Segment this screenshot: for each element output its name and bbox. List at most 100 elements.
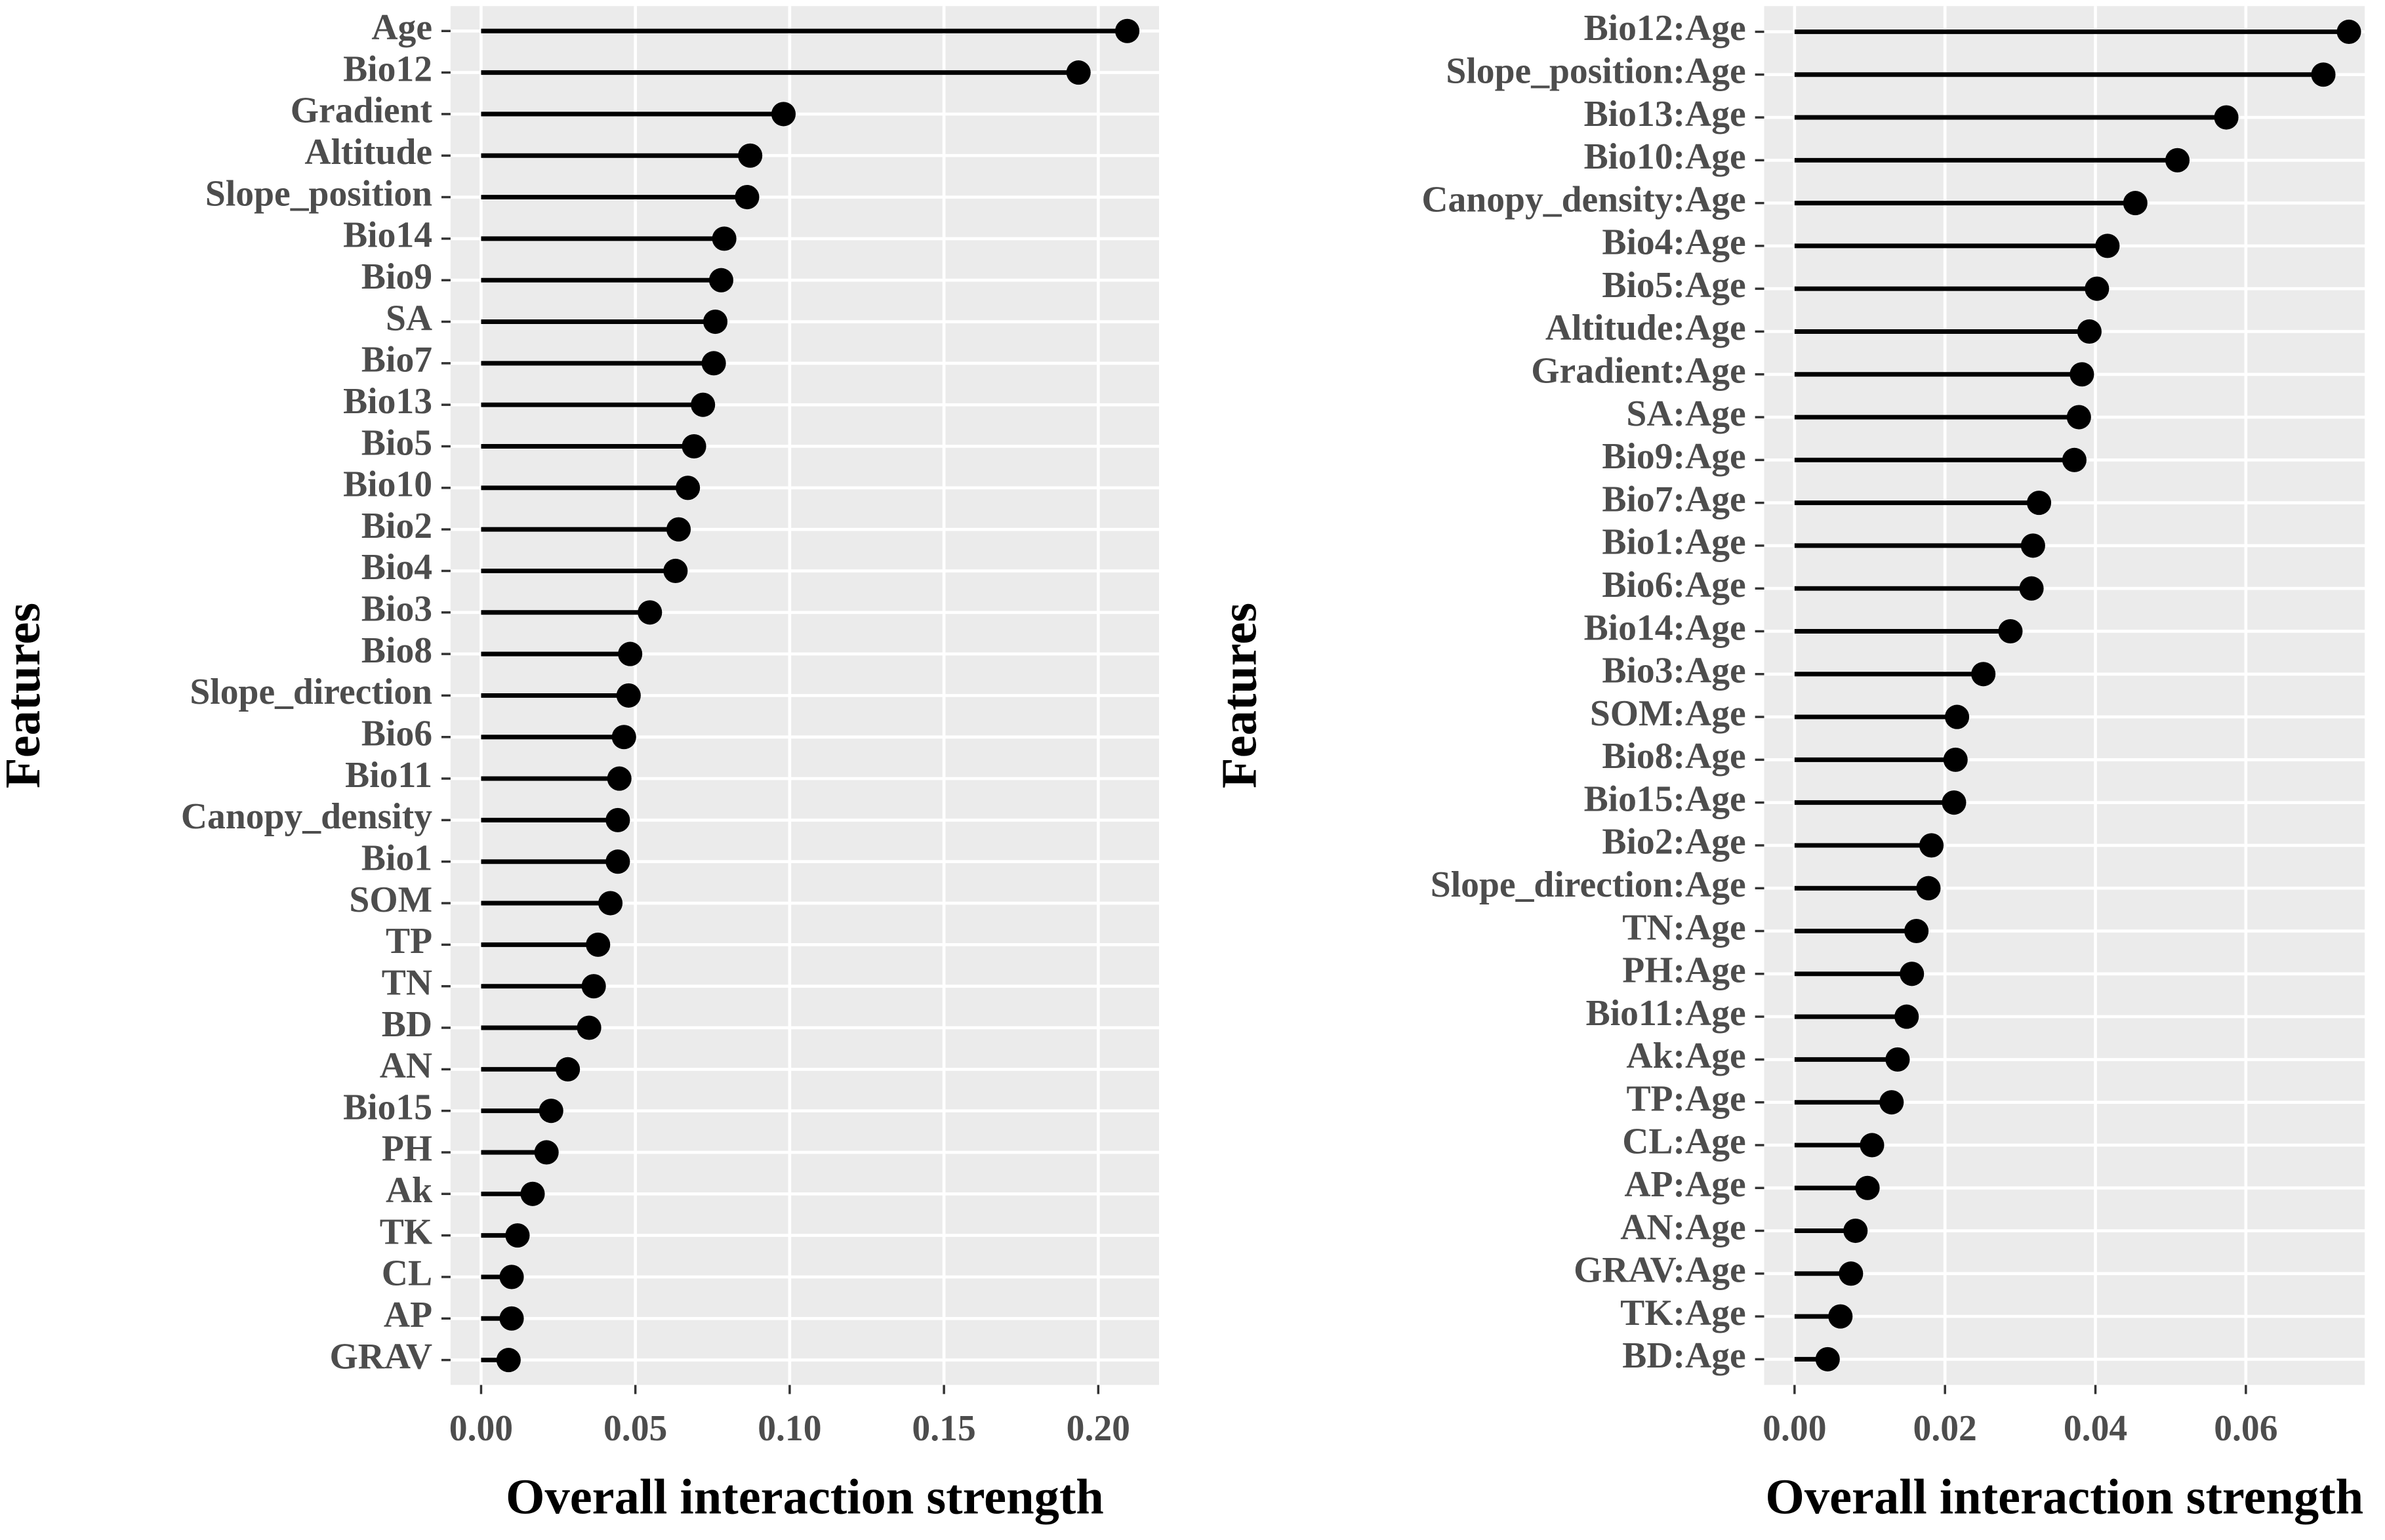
y-tick-label: Bio6:Age: [1602, 565, 1745, 605]
dot: [1904, 918, 1929, 944]
y-tick-label: Bio5: [361, 422, 432, 463]
dot: [2311, 62, 2336, 87]
dot: [712, 226, 737, 251]
dot: [1815, 1347, 1840, 1371]
y-tick-label: Bio8: [361, 630, 432, 671]
dot: [735, 185, 760, 210]
y-tick-label: TP:Age: [1626, 1078, 1745, 1119]
y-tick-label: Ak: [386, 1170, 432, 1211]
y-tick-label: Bio5:Age: [1602, 265, 1745, 306]
dot: [2069, 362, 2094, 387]
y-tick-label: Bio13:Age: [1584, 94, 1746, 134]
y-tick-label: Bio1: [361, 838, 432, 878]
y-tick-label: TN: [382, 962, 432, 1003]
y-tick-label: Bio7:Age: [1602, 479, 1745, 519]
y-tick-label: Bio10:Age: [1584, 136, 1746, 177]
y-tick-label: Bio1:Age: [1602, 522, 1745, 563]
dot: [2214, 105, 2239, 130]
dot: [2020, 533, 2045, 558]
y-tick-label: Bio4:Age: [1602, 222, 1745, 263]
y-tick-label: Altitude: [304, 132, 432, 172]
y-tick-label: Bio8:Age: [1602, 736, 1745, 777]
dot: [586, 932, 611, 957]
y-tick-label: Bio9:Age: [1602, 436, 1745, 477]
dot: [1839, 1261, 1864, 1286]
y-axis-title: Features: [1211, 603, 1267, 788]
y-tick-label: Bio14:Age: [1584, 607, 1746, 648]
dot: [534, 1140, 559, 1165]
dot: [1900, 962, 1925, 986]
dot: [2066, 405, 2091, 430]
y-tick-label: TN:Age: [1622, 907, 1745, 948]
y-tick-label: Slope_position:Age: [1446, 51, 1745, 91]
y-tick-label: Bio11: [345, 755, 432, 796]
dot: [1885, 1047, 1910, 1072]
dot: [1919, 833, 1944, 858]
dot: [520, 1181, 545, 1206]
y-tick-label: Bio3: [361, 589, 432, 630]
dot: [738, 143, 763, 168]
y-tick-label: AN:Age: [1620, 1207, 1745, 1247]
y-tick-label: SOM:Age: [1590, 693, 1746, 734]
dot: [1879, 1090, 1904, 1115]
dot: [1944, 704, 1970, 729]
y-tick-label: Altitude:Age: [1545, 308, 1746, 348]
dot: [1942, 790, 1967, 815]
y-tick-label: GRAV:Age: [1574, 1250, 1746, 1291]
x-tick-label: 0.04: [2064, 1408, 2127, 1449]
dot: [1115, 18, 1140, 43]
y-tick-label: AN: [380, 1045, 432, 1086]
y-tick-label: GRAV: [329, 1336, 432, 1377]
y-tick-label: Bio7: [361, 340, 432, 380]
y-tick-label: Bio13: [343, 381, 432, 422]
dot: [607, 766, 632, 791]
y-tick-label: SA:Age: [1626, 394, 1745, 434]
dot: [2077, 319, 2102, 344]
y-tick-label: TK: [380, 1211, 432, 1252]
dot: [505, 1223, 530, 1248]
dot: [2026, 491, 2052, 516]
y-tick-label: Bio6: [361, 714, 432, 754]
y-tick-label: CL:Age: [1622, 1122, 1745, 1162]
y-tick-label: AP: [384, 1295, 432, 1335]
dot: [1971, 662, 1996, 687]
dot: [605, 807, 630, 832]
dot: [581, 974, 606, 999]
x-tick-label: 0.00: [1763, 1408, 1826, 1449]
x-tick-label: 0.06: [2214, 1408, 2277, 1449]
y-tick-label: Canopy_density:Age: [1421, 179, 1745, 220]
dot: [2019, 576, 2044, 601]
y-tick-label: Gradient:Age: [1531, 351, 1745, 392]
dot: [691, 392, 716, 417]
dot: [616, 683, 641, 708]
dot: [666, 517, 691, 542]
dot: [682, 434, 706, 459]
dot: [2336, 19, 2361, 44]
x-tick-label: 0.05: [603, 1408, 667, 1449]
y-tick-label: Slope_direction:Age: [1431, 864, 1746, 905]
dot: [676, 476, 701, 500]
y-tick-label: TP: [386, 921, 432, 962]
dot: [638, 600, 662, 625]
dot: [499, 1265, 524, 1289]
y-tick-label: Bio15: [343, 1087, 432, 1127]
dot: [577, 1015, 601, 1040]
dot: [1843, 1218, 1868, 1244]
y-tick-label: BD:Age: [1622, 1335, 1745, 1376]
y-tick-label: Bio2:Age: [1602, 822, 1745, 862]
y-tick-label: Canopy_density: [181, 796, 432, 837]
dot: [539, 1099, 563, 1124]
plot-panel: [1764, 6, 2365, 1385]
dot: [701, 351, 726, 376]
dot: [1828, 1304, 1853, 1329]
y-tick-label: CL: [382, 1253, 432, 1294]
y-tick-label: Bio11:Age: [1586, 993, 1746, 1034]
dot: [1066, 60, 1091, 85]
dot: [2123, 191, 2148, 216]
y-tick-label: TK:Age: [1620, 1293, 1746, 1333]
dot: [1998, 618, 2023, 644]
y-tick-label: Bio10: [343, 464, 432, 505]
dot: [1855, 1175, 1880, 1200]
y-tick-label: Bio9: [361, 256, 432, 297]
